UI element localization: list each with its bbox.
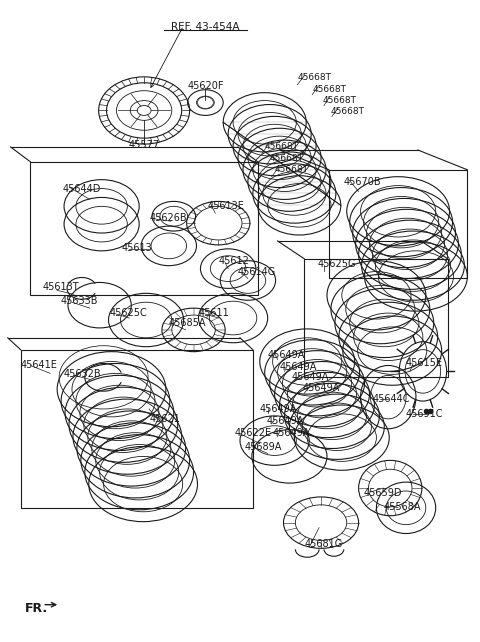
Text: 45613E: 45613E — [207, 202, 244, 211]
Text: 45668T: 45668T — [331, 107, 365, 116]
Text: 45649A: 45649A — [273, 428, 310, 438]
Text: 45644C: 45644C — [372, 394, 410, 404]
Text: 45622E: 45622E — [235, 428, 272, 438]
Text: 45691C: 45691C — [406, 409, 444, 419]
Text: 45612: 45612 — [218, 256, 249, 266]
Text: 45620F: 45620F — [187, 81, 224, 91]
Text: 45625C: 45625C — [109, 308, 147, 318]
Bar — [21, 350, 253, 508]
Text: 45625G: 45625G — [317, 259, 356, 269]
Text: 45615E: 45615E — [406, 358, 443, 368]
Text: 45668T: 45668T — [275, 165, 309, 174]
Text: 45668T: 45668T — [297, 73, 331, 82]
Text: 45613: 45613 — [121, 243, 152, 253]
Text: 45689A: 45689A — [245, 442, 282, 451]
Text: 45668T: 45668T — [270, 154, 304, 163]
Text: 45649A: 45649A — [260, 404, 297, 414]
Text: 45649A: 45649A — [291, 372, 329, 383]
Text: FR.: FR. — [24, 602, 48, 614]
Text: 45659D: 45659D — [363, 488, 402, 498]
Text: 45681G: 45681G — [304, 539, 343, 550]
Text: REF. 43-454A: REF. 43-454A — [171, 21, 240, 31]
Text: 45668T: 45668T — [323, 96, 357, 105]
Text: 45641E: 45641E — [21, 360, 58, 370]
Text: 45633B: 45633B — [60, 297, 97, 306]
Text: 45649A: 45649A — [267, 416, 304, 426]
Text: 45668T: 45668T — [264, 142, 299, 151]
Text: 45611: 45611 — [199, 308, 229, 318]
Text: 45685A: 45685A — [169, 318, 206, 328]
Text: 45644D: 45644D — [62, 184, 100, 194]
Bar — [329, 169, 468, 279]
Bar — [304, 259, 447, 377]
Bar — [30, 162, 258, 295]
Text: 45668T: 45668T — [312, 85, 346, 94]
Text: 45613T: 45613T — [42, 282, 79, 293]
Text: 45621: 45621 — [149, 414, 180, 424]
Text: 45649A: 45649A — [268, 350, 305, 360]
Text: 45649A: 45649A — [302, 383, 340, 394]
Text: 45670B: 45670B — [344, 177, 382, 187]
Text: 45568A: 45568A — [384, 502, 421, 512]
Text: 45614G: 45614G — [238, 266, 276, 277]
Text: 45632B: 45632B — [64, 369, 102, 379]
Text: 45649A: 45649A — [279, 361, 317, 372]
Text: 45577: 45577 — [129, 140, 160, 150]
Text: 45626B: 45626B — [149, 213, 187, 223]
